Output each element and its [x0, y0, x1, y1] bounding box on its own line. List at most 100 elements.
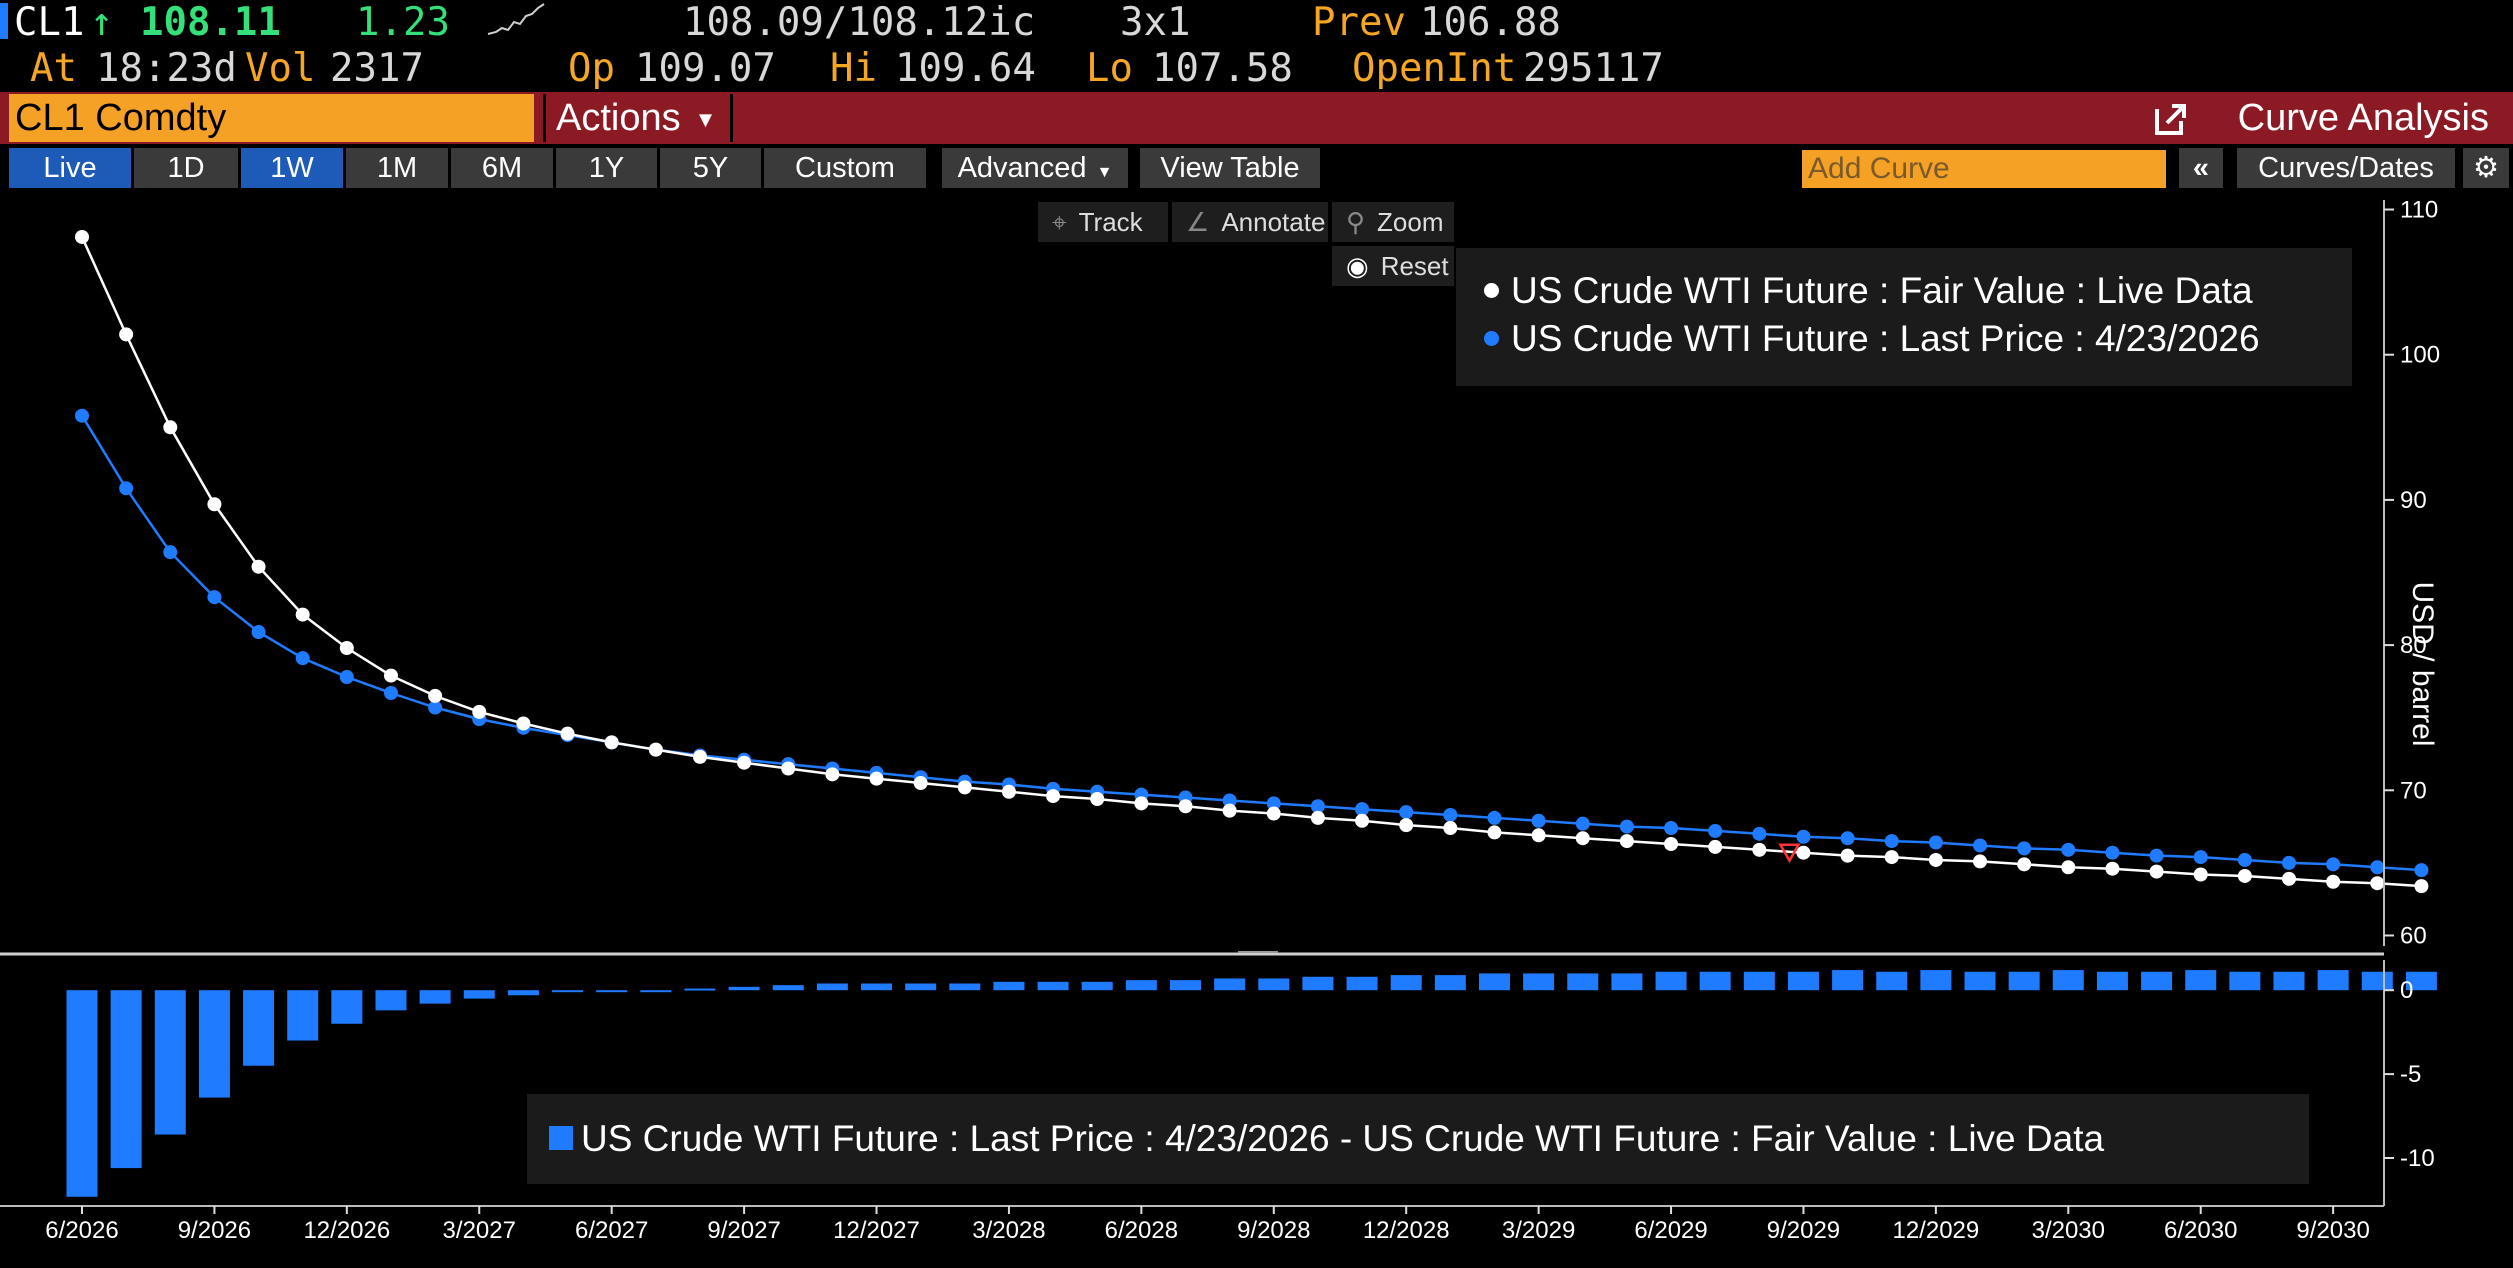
last-price-point: [1664, 821, 1679, 836]
y-tick-label: 70: [2400, 777, 2427, 804]
range-1w-button[interactable]: 1W: [241, 148, 343, 188]
fair-value-point: [1443, 821, 1458, 836]
fair-value-point: [1090, 792, 1105, 806]
last-price-point: [2017, 841, 2032, 856]
track-tool[interactable]: ⌖ Track: [1038, 202, 1168, 242]
fair-value-point: [1487, 825, 1502, 840]
spread-bar: [110, 990, 142, 1169]
spread-bar: [507, 990, 539, 996]
spread-bar: [949, 983, 981, 991]
fair-value-point: [1796, 845, 1811, 860]
fair-value-point: [2414, 879, 2429, 894]
add-curve-input[interactable]: [1802, 150, 2166, 188]
last-price-line: [80, 415, 2422, 872]
fair-value-point: [648, 742, 663, 757]
ticker[interactable]: CL1: [14, 0, 85, 45]
pencil-icon: ∠: [1186, 207, 1210, 237]
range-6m-button[interactable]: 6M: [451, 148, 553, 188]
spread-bar: [375, 990, 407, 1011]
spread-bar: [2008, 971, 2040, 991]
up-arrow-icon: ↑: [90, 0, 114, 45]
spread-bar: [1258, 978, 1290, 991]
x-tick-label: 3/2030: [2032, 1217, 2105, 1244]
spread-bar: [2141, 971, 2173, 991]
range-1m-button[interactable]: 1M: [346, 148, 448, 188]
fair-value-point: [1222, 803, 1237, 818]
spread-bar: [552, 990, 584, 993]
last-price-point: [2149, 848, 2164, 863]
launch-icon[interactable]: [2154, 102, 2188, 136]
fair-value-point: [1708, 839, 1723, 854]
y-tick-label: 90: [2400, 487, 2427, 514]
last-price-point: [383, 686, 398, 701]
open-value: 109.07: [635, 46, 776, 91]
last-price-point: [428, 700, 443, 715]
legend-item-last-price[interactable]: US Crude WTI Future : Last Price : 4/23/…: [1484, 318, 2260, 360]
caret-down-icon: ▼: [1096, 164, 1113, 181]
spread-bar: [596, 990, 628, 993]
spread-bar: [1302, 976, 1334, 991]
advanced-label: Advanced: [957, 152, 1087, 184]
spread-bar: [816, 983, 848, 991]
spread-bar: [772, 985, 804, 991]
legend-label: US Crude WTI Future : Last Price : 4/23/…: [581, 1118, 2105, 1159]
spread-bar: [2361, 971, 2393, 991]
high-label: Hi: [830, 46, 877, 91]
x-tick-label: 3/2028: [972, 1217, 1045, 1244]
curves-dates-button[interactable]: Curves/Dates: [2237, 148, 2455, 188]
fair-value-point: [869, 771, 884, 786]
fair-value-point: [913, 776, 928, 791]
vol-label: Vol: [245, 46, 316, 91]
spread-bar: [2052, 970, 2084, 991]
last-price-point: [1884, 834, 1899, 849]
view-table-button[interactable]: View Table: [1140, 148, 1320, 188]
spread-bar: [1567, 973, 1599, 991]
last-price: 108.11: [140, 0, 281, 45]
last-price-point: [1487, 810, 1502, 825]
last-price-point: [119, 481, 134, 496]
range-1y-button[interactable]: 1Y: [556, 148, 657, 188]
fair-value-point: [1884, 850, 1899, 865]
last-price-point: [2193, 850, 2208, 865]
track-label: Track: [1078, 207, 1143, 237]
y-tick-label: 100: [2400, 342, 2440, 369]
last-price-point: [1752, 826, 1767, 841]
range-custom-button[interactable]: Custom: [764, 148, 926, 188]
fair-value-point: [692, 749, 707, 764]
security-field[interactable]: CL1 Comdty: [9, 94, 534, 142]
x-tick-label: 9/2026: [178, 1217, 251, 1244]
last-price-point: [339, 670, 354, 685]
fair-value-point: [2149, 864, 2164, 879]
gear-icon[interactable]: ⚙: [2463, 148, 2509, 188]
spread-bar: [1478, 973, 1510, 991]
legend-item-spread[interactable]: US Crude WTI Future : Last Price : 4/23/…: [549, 1118, 2104, 1160]
net-change: 1.23: [356, 0, 450, 45]
x-tick-label: 6/2030: [2164, 1217, 2237, 1244]
range-live-button[interactable]: Live: [9, 148, 131, 188]
fair-value-point: [2370, 876, 2385, 891]
x-tick-label: 12/2028: [1363, 1217, 1450, 1244]
x-tick-label: 12/2026: [303, 1217, 390, 1244]
last-price-point: [1266, 796, 1281, 811]
fair-value-point: [1046, 789, 1061, 804]
range-5y-button[interactable]: 5Y: [660, 148, 761, 188]
fair-value-point: [1619, 834, 1634, 849]
fair-value-point: [1973, 854, 1988, 869]
advanced-menu[interactable]: Advanced ▼: [942, 148, 1128, 188]
spread-bar: [154, 990, 186, 1135]
fair-value-point: [251, 559, 266, 574]
x-tick-label: 6/2029: [1634, 1217, 1707, 1244]
actions-menu[interactable]: Actions ▼: [543, 94, 733, 142]
collapse-icon[interactable]: «: [2179, 148, 2223, 188]
fair-value-point: [1134, 796, 1149, 811]
spread-bar: [2096, 971, 2128, 991]
last-price-point: [1222, 793, 1237, 808]
zoom-tool[interactable]: ⚲ Zoom: [1332, 202, 1454, 242]
annotate-tool[interactable]: ∠ Annotate: [1172, 202, 1328, 242]
last-price-point: [1708, 823, 1723, 838]
legend-item-fair-value[interactable]: US Crude WTI Future : Fair Value : Live …: [1484, 270, 2253, 312]
range-1d-button[interactable]: 1D: [134, 148, 238, 188]
fair-value-point: [737, 755, 752, 770]
reset-tool[interactable]: ◉ Reset: [1332, 246, 1454, 286]
